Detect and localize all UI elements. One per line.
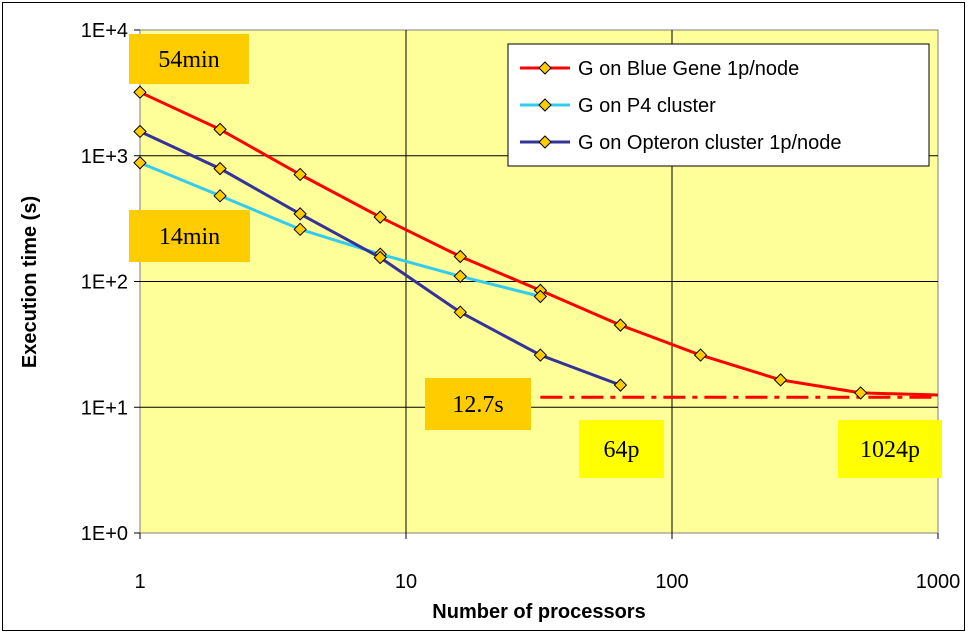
data-point xyxy=(693,348,708,362)
y-tick-label: 1E+3 xyxy=(81,146,128,168)
annotation-label: 12.7s xyxy=(425,378,531,430)
data-point xyxy=(213,122,227,137)
data-point xyxy=(133,85,147,99)
y-tick-label: 1E+4 xyxy=(81,20,128,42)
legend-entry: G on Blue Gene 1p/node xyxy=(520,58,799,80)
annotation-text: 12.7s xyxy=(452,392,503,418)
x-tick-label: 100 xyxy=(655,571,688,593)
x-tick-label: 10 xyxy=(395,571,417,593)
y-tick-label: 1E+2 xyxy=(81,272,128,294)
series-group xyxy=(133,85,939,400)
annotation-text: 54min xyxy=(158,47,219,73)
legend-marker xyxy=(538,135,552,149)
legend-box xyxy=(507,43,930,167)
x-tick-label: 1000 xyxy=(916,571,961,593)
annotation-box xyxy=(579,420,664,478)
data-point xyxy=(453,305,468,319)
series-2 xyxy=(133,156,548,304)
data-point xyxy=(533,289,548,304)
data-point xyxy=(613,378,628,392)
data-point xyxy=(853,386,868,400)
data-point xyxy=(213,161,227,176)
annotation-label: 1024p xyxy=(838,420,942,478)
data-point xyxy=(293,167,307,182)
annotation-box xyxy=(129,34,249,84)
annotation-box xyxy=(425,378,531,430)
data-point xyxy=(373,210,387,224)
data-point xyxy=(373,250,387,265)
y-tick-label: 1E+0 xyxy=(81,523,128,545)
annotation-text: 64p xyxy=(604,437,640,463)
x-axis-title: Number of processors xyxy=(432,601,645,623)
data-point xyxy=(453,269,468,284)
series-1 xyxy=(133,85,939,400)
series-3 xyxy=(133,124,628,392)
data-point xyxy=(133,156,147,170)
legend-label: G on Opteron cluster 1p/node xyxy=(578,132,842,154)
annotations: 54min 14min 12.7s 64p 1024p xyxy=(129,34,942,478)
y-tick-label: 1E+1 xyxy=(81,397,128,419)
legend: G on Blue Gene 1p/node G on P4 cluster G o… xyxy=(507,43,930,167)
data-point xyxy=(213,189,227,203)
data-point xyxy=(773,373,788,387)
legend-marker xyxy=(538,61,552,75)
annotation-box xyxy=(838,420,942,478)
series-line xyxy=(139,161,541,298)
data-point xyxy=(613,318,628,332)
annotation-box xyxy=(129,210,250,262)
data-point xyxy=(293,207,307,221)
x-tick-label: 1 xyxy=(134,571,145,593)
annotation-text: 14min xyxy=(159,224,220,250)
data-point xyxy=(533,348,548,362)
legend-marker xyxy=(538,98,552,112)
data-point xyxy=(133,124,147,139)
legend-entry: G on P4 cluster xyxy=(520,95,716,117)
annotation-label: 54min xyxy=(129,34,249,84)
legend-label: G on P4 cluster xyxy=(578,95,716,117)
data-point xyxy=(293,222,307,237)
legend-label: G on Blue Gene 1p/node xyxy=(578,58,799,80)
annotation-text: 1024p xyxy=(860,437,920,463)
data-point xyxy=(453,249,468,264)
annotation-label: 14min xyxy=(129,210,250,262)
legend-entry: G on Opteron cluster 1p/node xyxy=(520,132,842,154)
tick-labels: 1 10 100 1000 1E+0 1E+1 1E+2 1E+3 1E+4 xyxy=(81,20,961,593)
y-axis-title: Execution time (s) xyxy=(19,196,41,368)
annotation-label: 64p xyxy=(579,420,664,478)
